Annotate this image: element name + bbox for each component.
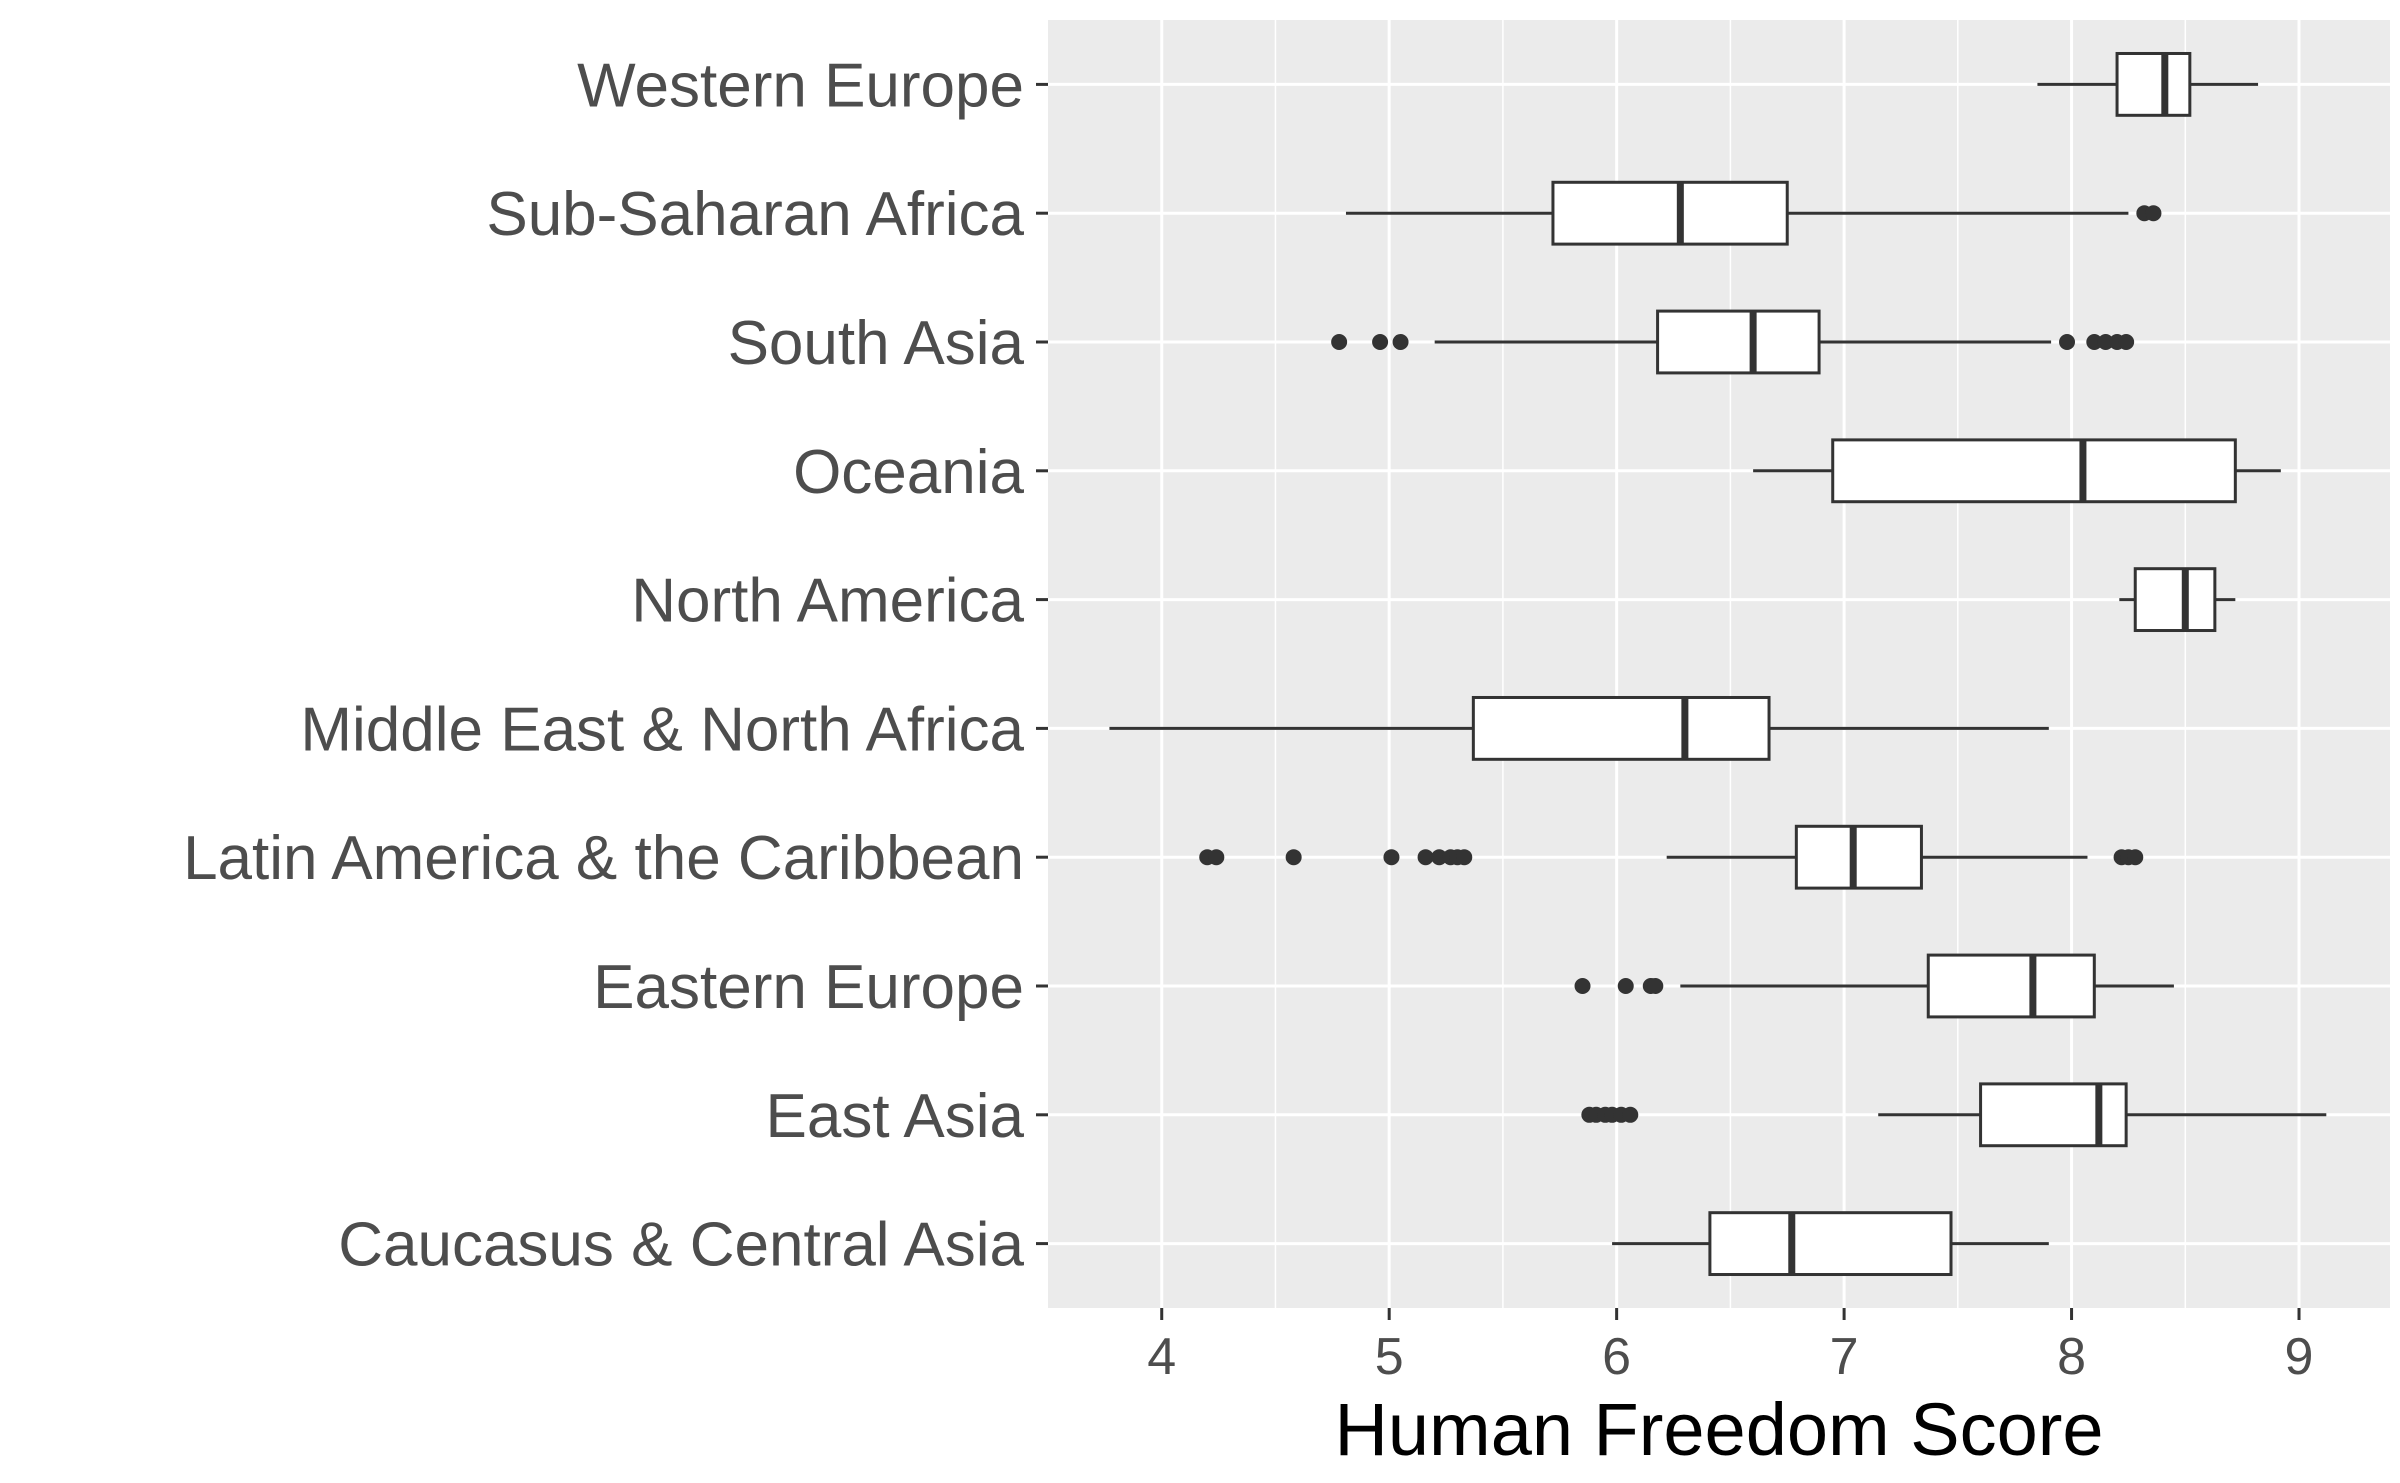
y-tick-label: Sub-Saharan Africa bbox=[486, 180, 1024, 249]
box-series bbox=[1109, 51, 2327, 1277]
y-tick-label: South Asia bbox=[728, 309, 1025, 378]
outlier-point bbox=[1647, 978, 1664, 994]
outlier-point bbox=[2127, 849, 2144, 866]
outlier-point bbox=[1372, 334, 1389, 350]
y-tick-label: North America bbox=[631, 567, 1024, 636]
x-tick-label: 9 bbox=[2285, 1328, 2314, 1386]
x-axis-title: Human Freedom Score bbox=[1334, 1388, 2103, 1471]
box-iqr bbox=[1831, 438, 2237, 504]
box-group bbox=[1199, 824, 2144, 890]
x-axis: 4 5 6 7 8 9 bbox=[1147, 1308, 2313, 1386]
x-tick-label: 5 bbox=[1375, 1328, 1404, 1386]
box-group bbox=[2037, 51, 2259, 117]
box-group bbox=[1753, 438, 2281, 504]
y-tick-label: Latin America & the Caribbean bbox=[183, 824, 1024, 893]
x-tick-label: 7 bbox=[1830, 1328, 1859, 1386]
outlier-point bbox=[1331, 334, 1348, 350]
y-tick-label: Caucasus & Central Asia bbox=[338, 1211, 1024, 1280]
box-iqr bbox=[1926, 953, 2096, 1019]
y-tick-label: Oceania bbox=[793, 438, 1024, 507]
box-iqr bbox=[2133, 567, 2217, 633]
y-tick-label: Eastern Europe bbox=[593, 953, 1024, 1022]
y-axis: Caucasus & Central Asia East Asia Eastern … bbox=[183, 51, 1048, 1280]
outlier-point bbox=[2097, 334, 2114, 350]
x-tick-label: 6 bbox=[1602, 1328, 1631, 1386]
outlier-point bbox=[2118, 334, 2135, 350]
outlier-point bbox=[1208, 849, 1225, 866]
box-iqr bbox=[1551, 180, 1789, 246]
outlier-point bbox=[2086, 334, 2103, 350]
box-group bbox=[1109, 695, 2049, 761]
outlier-point bbox=[1383, 849, 1400, 866]
outlier-point bbox=[1431, 849, 1448, 866]
box-group bbox=[1612, 1211, 2049, 1277]
outlier-point bbox=[1574, 978, 1591, 994]
y-tick-label: Western Europe bbox=[577, 51, 1024, 120]
outlier-point bbox=[1417, 849, 1434, 866]
box-iqr bbox=[1794, 824, 1923, 890]
box-iqr bbox=[1979, 1082, 2128, 1148]
box-group bbox=[1331, 309, 2135, 375]
outlier-point bbox=[1285, 849, 1302, 866]
outlier-point bbox=[1622, 1106, 1639, 1123]
box-group bbox=[1581, 1082, 2327, 1148]
outlier-point bbox=[2059, 334, 2076, 350]
box-iqr bbox=[1471, 695, 1771, 761]
x-tick-label: 8 bbox=[2057, 1328, 2086, 1386]
outlier-point bbox=[1617, 978, 1634, 994]
outlier-point bbox=[1456, 849, 1473, 866]
box-group bbox=[2119, 567, 2236, 633]
box-iqr bbox=[2115, 51, 2192, 117]
y-tick-label: East Asia bbox=[766, 1082, 1025, 1151]
outlier-point bbox=[2145, 205, 2162, 222]
box-iqr bbox=[1656, 309, 1821, 375]
box-group bbox=[1574, 953, 2174, 1019]
y-tick-label: Middle East & North Africa bbox=[300, 695, 1024, 764]
box-group bbox=[1345, 180, 2162, 246]
outlier-point bbox=[1392, 334, 1409, 350]
box-iqr bbox=[1708, 1211, 1953, 1277]
x-tick-label: 4 bbox=[1147, 1328, 1176, 1386]
